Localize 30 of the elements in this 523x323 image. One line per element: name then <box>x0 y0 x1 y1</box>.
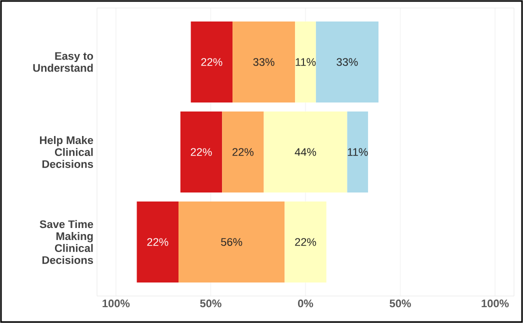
bar <box>222 112 264 192</box>
data-label: 33% <box>253 58 274 66</box>
y-tick-label: Easy to Understand <box>33 52 94 72</box>
bar <box>190 22 233 102</box>
bar <box>136 202 179 282</box>
bar <box>316 22 378 102</box>
x-tick-label: 100% <box>482 300 509 308</box>
data-label: 44% <box>294 148 316 156</box>
y-tick-label: Save Time Making Clinical Decisions <box>40 220 94 264</box>
data-label: 56% <box>221 238 242 246</box>
bar <box>295 22 316 102</box>
bar <box>178 202 285 282</box>
data-label: 22% <box>147 238 168 246</box>
data-label: 22% <box>190 148 212 156</box>
bar <box>264 112 348 192</box>
data-label: 22% <box>232 148 254 156</box>
x-tick-label: 100% <box>102 300 130 308</box>
x-tick-label: 0% <box>298 300 314 308</box>
bar <box>232 22 296 102</box>
data-label: 11% <box>296 58 316 66</box>
bar <box>180 112 222 192</box>
y-tick-label: Help Make Clinical Decisions <box>40 136 94 168</box>
data-label: 22% <box>295 238 316 246</box>
bar <box>347 112 368 192</box>
x-tick-label: 50% <box>390 300 411 308</box>
data-label: 33% <box>336 58 358 66</box>
x-tick-label: 50% <box>200 300 222 308</box>
bar <box>284 202 326 282</box>
data-label: 22% <box>201 58 222 66</box>
data-label: 11% <box>348 148 368 156</box>
